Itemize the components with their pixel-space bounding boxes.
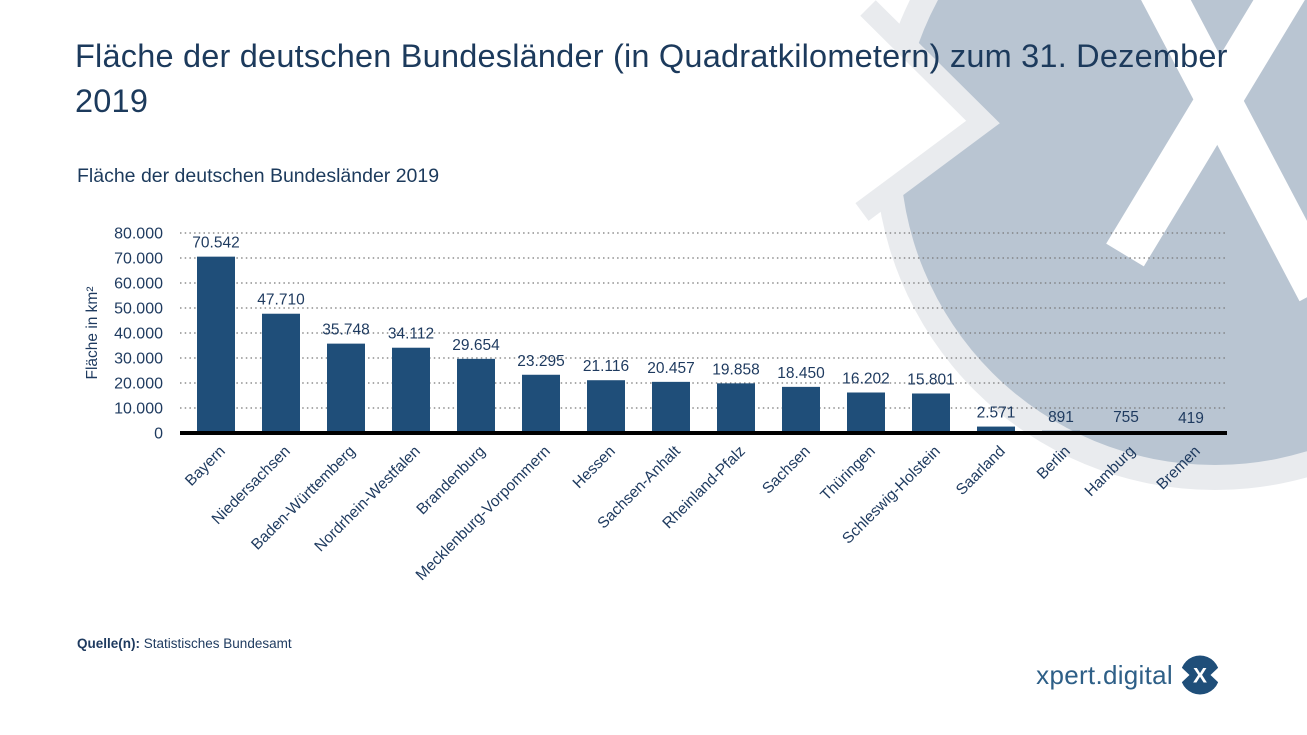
bar-value-label: 23.295	[517, 353, 564, 370]
bar-value-label: 891	[1048, 409, 1074, 426]
bar-value-label: 2.571	[977, 405, 1016, 422]
bar-Thüringen	[847, 392, 885, 433]
x-label-Nordrhein-Westfalen: Nordrhein-Westfalen	[311, 443, 423, 555]
y-tick-label: 70.000	[114, 251, 163, 268]
bar-Nordrhein-Westfalen	[392, 347, 430, 433]
brand-x-letter: X	[1193, 665, 1207, 688]
source-line: Quelle(n): Statistisches Bundesamt	[77, 636, 292, 651]
x-label-Sachsen: Sachsen	[759, 443, 814, 498]
bar-Bayern	[197, 256, 235, 433]
bar-value-label: 34.112	[388, 326, 434, 343]
y-axis-title: Fläche in km²	[84, 286, 101, 379]
y-tick-label: 40.000	[114, 326, 163, 343]
bar-value-label: 29.654	[452, 337, 500, 354]
bar-Schleswig-Holstein	[912, 393, 950, 433]
x-label-Bremen: Bremen	[1153, 443, 1203, 493]
y-tick-label: 50.000	[114, 301, 163, 318]
x-label-Mecklenburg-Vorpommern: Mecklenburg-Vorpommern	[413, 443, 554, 584]
bars	[197, 256, 1210, 433]
bar-Sachsen-Anhalt	[652, 381, 690, 433]
bar-Sachsen	[782, 386, 820, 433]
bar-value-label: 19.858	[712, 361, 759, 378]
bar-Rheinland-Pfalz	[717, 383, 755, 433]
brand-x-icon: X	[1180, 655, 1220, 695]
y-tick-label: 10.000	[114, 401, 163, 418]
chart-subtitle: Fläche der deutschen Bundesländer 2019	[77, 165, 440, 187]
x-label-Thüringen: Thüringen	[817, 443, 878, 504]
y-tick-label: 20.000	[114, 376, 163, 393]
brand-logo: xpert.digital X	[1020, 654, 1220, 696]
bar-Niedersachsen	[262, 313, 300, 433]
x-label-Hessen: Hessen	[570, 443, 619, 492]
brand-logo-text: xpert.digital	[1036, 659, 1173, 690]
x-label-Bayern: Bayern	[182, 443, 229, 490]
bar-value-label: 419	[1178, 410, 1204, 427]
source-label: Quelle(n):	[77, 636, 140, 651]
bar-value-label: 18.450	[777, 365, 825, 382]
page-title: Fläche der deutschen Bundesländer (in Qu…	[75, 38, 1228, 119]
bar-value-label: 21.116	[583, 358, 629, 375]
x-axis-category-labels: BayernNiedersachsenBaden-WürttembergNord…	[182, 442, 1204, 584]
bar-Brandenburg	[457, 358, 495, 433]
bar-value-label: 15.801	[907, 371, 954, 388]
y-tick-label: 60.000	[114, 276, 163, 293]
bar-value-label: 35.748	[322, 322, 369, 339]
y-axis-tick-labels: 80.000 70.000 60.000 50.000 40.000 30.000 20.0…	[114, 226, 163, 443]
y-tick-label: 0	[154, 426, 163, 443]
bar-value-label: 70.542	[192, 235, 239, 252]
bar-value-label: 16.202	[842, 370, 889, 387]
bar-Hessen	[587, 380, 625, 433]
bar-value-label: 47.710	[257, 292, 305, 309]
x-label-Saarland: Saarland	[953, 443, 1009, 499]
bar-value-label: 20.457	[647, 360, 694, 377]
x-label-Berlin: Berlin	[1034, 443, 1074, 483]
bar-Mecklenburg-Vorpommern	[522, 374, 560, 433]
bar-value-label: 755	[1113, 409, 1139, 426]
source-text: Statistisches Bundesamt	[143, 636, 292, 651]
y-tick-label: 80.000	[114, 226, 163, 243]
x-label-Hamburg: Hamburg	[1082, 443, 1139, 500]
bar-Baden-Württemberg	[327, 343, 365, 433]
y-tick-label: 30.000	[114, 351, 163, 368]
